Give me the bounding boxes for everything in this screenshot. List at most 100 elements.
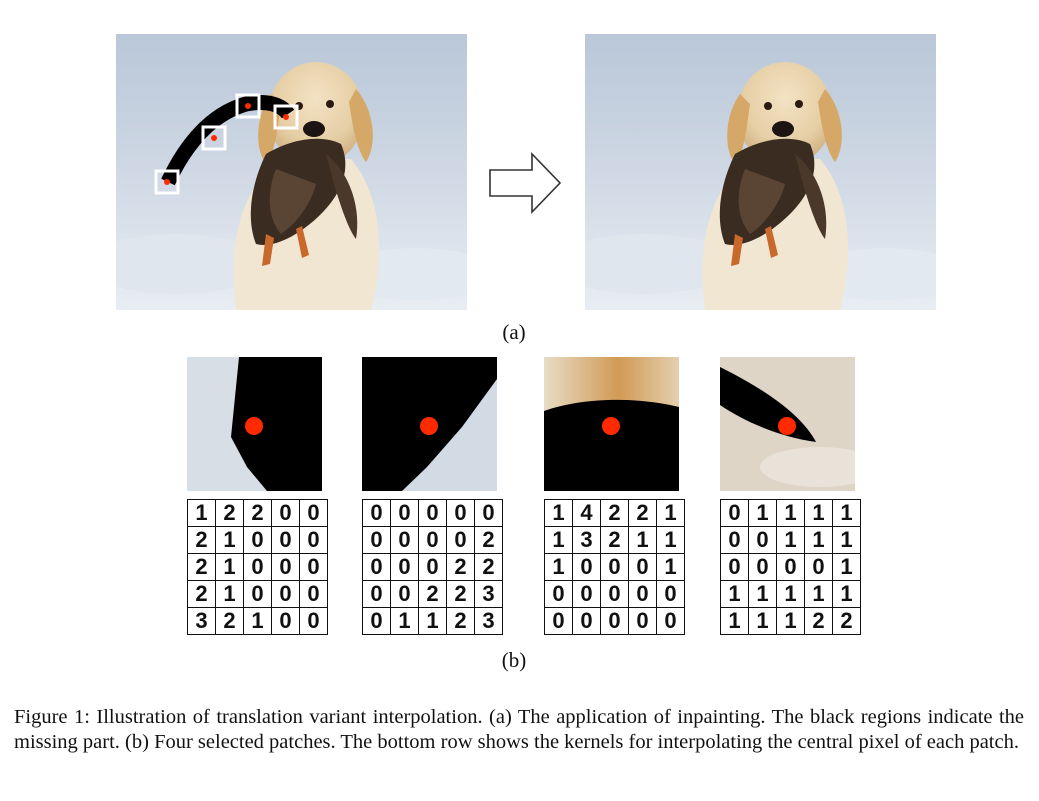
kernel-cell: 0 — [418, 526, 447, 554]
kernel-row: 0 1 1 1 1 — [720, 499, 861, 527]
kernel-cell: 3 — [187, 607, 216, 635]
kernel-cell: 0 — [362, 526, 391, 554]
kernel-cell: 2 — [832, 607, 861, 635]
kernel-table-1: 1 2 2 0 0 2 1 0 0 0 2 1 0 0 0 2 1 0 0 0 … — [187, 499, 328, 635]
kernel-cell: 0 — [271, 499, 300, 527]
kernel-row: 2 1 0 0 0 — [187, 526, 328, 554]
kernel-cell: 2 — [600, 526, 629, 554]
kernel-cell: 0 — [243, 553, 272, 581]
kernel-cell: 0 — [362, 553, 391, 581]
figure-caption: Figure 1: Illustration of translation va… — [14, 706, 1024, 753]
kernel-cell: 2 — [474, 553, 503, 581]
kernel-cell: 0 — [390, 526, 419, 554]
kernel-cell: 1 — [720, 607, 749, 635]
kernel-row: 0 0 0 0 1 — [720, 553, 861, 581]
kernel-cell: 2 — [418, 580, 447, 608]
kernel-cell: 1 — [215, 580, 244, 608]
kernel-row: 0 1 1 2 3 — [362, 607, 503, 635]
kernel-cell: 0 — [271, 607, 300, 635]
kernel-cell: 0 — [271, 580, 300, 608]
kernel-row: 2 1 0 0 0 — [187, 580, 328, 608]
kernel-cell: 0 — [600, 580, 629, 608]
kernel-cell: 0 — [271, 526, 300, 554]
kernel-cell: 2 — [628, 499, 657, 527]
kernel-cell: 0 — [656, 580, 685, 608]
kernel-cell: 2 — [600, 499, 629, 527]
kernel-cell: 1 — [544, 499, 573, 527]
kernel-row: 1 4 2 2 1 — [544, 499, 685, 527]
kernel-cell: 0 — [720, 553, 749, 581]
kernel-cell: 1 — [776, 499, 805, 527]
patch-3-image — [544, 357, 679, 491]
kernel-cell: 1 — [776, 526, 805, 554]
kernel-cell: 1 — [418, 607, 447, 635]
kernel-cell: 1 — [656, 499, 685, 527]
kernel-cell: 0 — [390, 580, 419, 608]
kernel-cell: 0 — [362, 499, 391, 527]
kernel-cell: 0 — [299, 607, 328, 635]
kernel-cell: 1 — [776, 580, 805, 608]
kernel-cell: 2 — [243, 499, 272, 527]
kernel-row: 0 0 0 0 0 — [544, 607, 685, 635]
kernel-cell: 0 — [776, 553, 805, 581]
kernel-cell: 4 — [572, 499, 601, 527]
subfigure-label-b: (b) — [501, 648, 527, 672]
kernel-cell: 0 — [572, 607, 601, 635]
kernel-cell: 1 — [215, 553, 244, 581]
kernel-cell: 0 — [362, 607, 391, 635]
kernel-cell: 0 — [390, 499, 419, 527]
kernel-cell: 1 — [748, 607, 777, 635]
kernel-row: 0 0 0 0 0 — [544, 580, 685, 608]
patch-2-image — [362, 357, 497, 491]
kernel-cell: 0 — [544, 607, 573, 635]
kernel-cell: 1 — [243, 607, 272, 635]
kernel-cell: 0 — [544, 580, 573, 608]
subfigure-label-a: (a) — [502, 320, 526, 344]
kernel-cell: 2 — [804, 607, 833, 635]
kernel-row: 0 0 1 1 1 — [720, 526, 861, 554]
patch-4-image — [720, 357, 855, 491]
kernel-cell: 2 — [187, 553, 216, 581]
kernel-cell: 1 — [628, 526, 657, 554]
patch-1-image — [187, 357, 322, 491]
kernel-cell: 1 — [804, 499, 833, 527]
kernel-cell: 0 — [271, 553, 300, 581]
kernel-cell: 0 — [243, 580, 272, 608]
kernel-cell: 2 — [187, 580, 216, 608]
kernel-cell: 0 — [628, 580, 657, 608]
right-arrow-icon — [489, 152, 562, 214]
kernel-cell: 0 — [299, 580, 328, 608]
kernel-cell: 0 — [572, 553, 601, 581]
kernel-cell: 0 — [243, 526, 272, 554]
kernel-cell: 2 — [215, 607, 244, 635]
kernel-row: 0 0 2 2 3 — [362, 580, 503, 608]
kernel-cell: 0 — [628, 607, 657, 635]
kernel-cell: 1 — [832, 526, 861, 554]
kernel-cell: 1 — [776, 607, 805, 635]
kernel-cell: 1 — [215, 526, 244, 554]
kernel-cell: 1 — [832, 499, 861, 527]
kernel-cell: 2 — [446, 580, 475, 608]
kernel-row: 1 1 1 2 2 — [720, 607, 861, 635]
inpainted-output-photo — [585, 34, 936, 310]
masked-input-photo — [116, 34, 467, 310]
kernel-cell: 1 — [720, 580, 749, 608]
kernel-cell: 3 — [474, 607, 503, 635]
kernel-cell: 0 — [362, 580, 391, 608]
kernel-row: 1 1 1 1 1 — [720, 580, 861, 608]
kernel-cell: 1 — [187, 499, 216, 527]
kernel-table-4: 0 1 1 1 1 0 0 1 1 1 0 0 0 0 1 1 1 1 1 1 … — [720, 499, 861, 635]
kernel-row: 2 1 0 0 0 — [187, 553, 328, 581]
kernel-cell: 0 — [446, 499, 475, 527]
kernel-cell: 0 — [418, 499, 447, 527]
kernel-row: 3 2 1 0 0 — [187, 607, 328, 635]
kernel-cell: 3 — [474, 580, 503, 608]
kernel-cell: 0 — [804, 553, 833, 581]
kernel-cell: 0 — [390, 553, 419, 581]
kernel-cell: 1 — [804, 580, 833, 608]
kernel-cell: 0 — [748, 526, 777, 554]
kernel-cell: 0 — [474, 499, 503, 527]
kernel-cell: 2 — [187, 526, 216, 554]
kernel-cell: 0 — [299, 553, 328, 581]
kernel-cell: 0 — [572, 580, 601, 608]
